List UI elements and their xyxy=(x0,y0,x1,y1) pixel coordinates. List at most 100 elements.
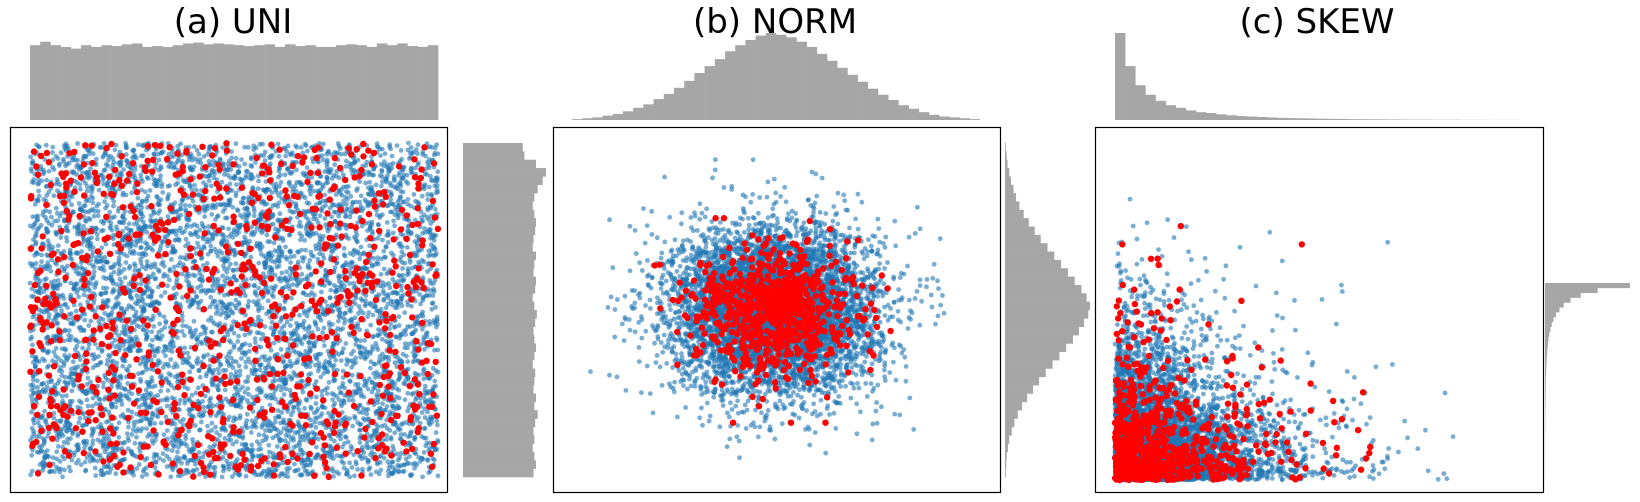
data-point-blue xyxy=(235,339,241,344)
data-point-blue xyxy=(352,301,358,307)
right-hist-bar xyxy=(463,218,537,227)
data-point-blue xyxy=(420,474,425,480)
data-point-blue xyxy=(197,427,202,433)
data-point-blue xyxy=(230,268,236,273)
right-hist-bar xyxy=(463,193,535,202)
data-point-blue xyxy=(435,189,441,195)
data-point-blue xyxy=(368,351,373,356)
data-point-blue xyxy=(328,287,334,293)
data-point-blue xyxy=(69,202,74,208)
data-point-blue xyxy=(335,326,341,331)
data-point-blue xyxy=(412,434,418,440)
data-point-blue xyxy=(225,332,231,338)
data-point-blue xyxy=(82,459,88,465)
data-point-blue xyxy=(405,390,411,396)
data-point-blue xyxy=(340,428,346,434)
data-point-blue xyxy=(250,409,256,414)
data-point-blue xyxy=(144,230,150,235)
data-point-blue xyxy=(52,469,57,474)
data-point-blue xyxy=(375,347,381,352)
data-point-blue xyxy=(163,353,168,359)
data-point-blue xyxy=(367,179,373,185)
top-hist-bar xyxy=(183,43,194,120)
data-point-blue xyxy=(206,463,212,469)
data-point-blue xyxy=(340,444,345,450)
data-point-blue xyxy=(341,184,346,190)
data-point-blue xyxy=(302,334,308,340)
data-point-blue xyxy=(150,337,155,343)
data-point-blue xyxy=(331,403,336,409)
data-point-blue xyxy=(402,432,407,437)
data-point-blue xyxy=(301,318,307,324)
data-point-blue xyxy=(281,392,287,397)
right-hist-bar xyxy=(463,401,535,411)
data-point-blue xyxy=(365,191,371,197)
data-point-blue xyxy=(268,155,274,161)
data-point-blue xyxy=(56,312,61,317)
data-point-blue xyxy=(96,187,102,193)
data-point-blue xyxy=(143,266,149,272)
data-point-blue xyxy=(211,444,216,449)
data-point-blue xyxy=(54,210,60,216)
data-point-blue xyxy=(271,294,276,300)
data-point-blue xyxy=(155,414,161,420)
data-point-blue xyxy=(332,438,337,444)
data-point-blue xyxy=(275,217,281,223)
data-point-blue xyxy=(379,336,385,342)
data-point-blue xyxy=(135,301,140,307)
data-point-blue xyxy=(177,407,182,413)
data-point-blue xyxy=(144,367,150,372)
data-point-blue xyxy=(324,174,330,180)
data-point-blue xyxy=(370,380,375,385)
data-point-blue xyxy=(92,465,98,471)
data-point-blue xyxy=(242,332,248,338)
top-hist-bar xyxy=(213,43,225,120)
data-point-blue xyxy=(222,436,228,441)
data-point-blue xyxy=(111,264,116,270)
data-point-blue xyxy=(189,232,194,238)
data-point-blue xyxy=(280,359,286,365)
data-point-blue xyxy=(136,404,142,410)
data-point-blue xyxy=(100,298,106,304)
data-point-blue xyxy=(302,237,308,243)
data-point-blue xyxy=(75,141,80,146)
right-hist-bar xyxy=(463,209,535,219)
data-point-blue xyxy=(135,426,141,432)
data-point-blue xyxy=(50,164,55,170)
data-point-blue xyxy=(93,156,99,162)
data-point-blue xyxy=(243,341,248,347)
right-hist-bar xyxy=(463,268,534,277)
data-point-blue xyxy=(312,419,318,425)
data-point-blue xyxy=(30,261,36,267)
data-point-blue xyxy=(149,329,155,335)
data-point-blue xyxy=(310,429,316,435)
data-point-blue xyxy=(127,348,133,354)
data-point-blue xyxy=(290,409,296,414)
data-point-blue xyxy=(147,188,153,193)
data-point-blue xyxy=(358,338,363,344)
data-point-blue xyxy=(425,197,431,203)
data-point-blue xyxy=(89,189,94,195)
data-point-blue xyxy=(358,393,364,399)
data-point-blue xyxy=(409,303,414,309)
data-point-blue xyxy=(363,180,368,186)
data-point-blue xyxy=(29,353,35,359)
data-point-blue xyxy=(179,329,185,334)
data-point-blue xyxy=(435,151,441,157)
data-point-blue xyxy=(213,424,218,430)
data-point-blue xyxy=(303,247,308,253)
data-point-blue xyxy=(55,282,60,288)
data-point-blue xyxy=(296,401,302,407)
data-point-blue xyxy=(380,212,385,218)
data-point-blue xyxy=(325,278,331,284)
data-point-blue xyxy=(322,216,328,221)
data-point-blue xyxy=(251,205,257,211)
data-point-blue xyxy=(103,276,109,282)
data-point-blue xyxy=(112,214,117,220)
data-point-blue xyxy=(233,305,239,311)
data-point-blue xyxy=(254,439,260,444)
data-point-blue xyxy=(80,345,85,351)
data-point-blue xyxy=(110,305,116,311)
right-hist-bar xyxy=(463,393,537,403)
data-point-blue xyxy=(169,434,175,440)
